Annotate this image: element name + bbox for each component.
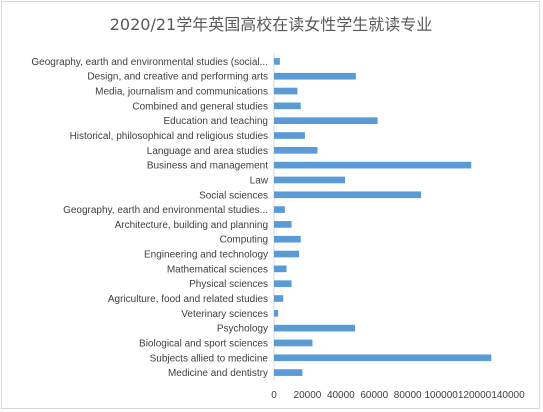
bar xyxy=(274,265,287,273)
bar xyxy=(274,87,298,95)
bar xyxy=(274,132,305,139)
category-label: Historical, philosophical and religious … xyxy=(70,131,268,142)
bar xyxy=(274,72,356,80)
bar xyxy=(274,295,284,302)
category-label: Architecture, building and planning xyxy=(115,220,268,231)
x-tick-label: 20000 xyxy=(294,390,322,401)
category-label: Business and management xyxy=(147,161,268,172)
x-tick-label: 0 xyxy=(271,390,277,401)
category-label: Subjects allied to medicine xyxy=(150,353,269,364)
category-label: Social sciences xyxy=(199,190,268,201)
bar xyxy=(274,191,422,199)
category-label: Combined and general studies xyxy=(132,101,268,112)
bar xyxy=(274,221,292,228)
category-label: Biological and sport sciences xyxy=(139,338,268,349)
category-label: Engineering and technology xyxy=(144,250,268,261)
x-tick-label: 60000 xyxy=(360,390,388,401)
category-label: Mathematical sciences xyxy=(167,264,268,275)
x-tick-label: 140000 xyxy=(491,390,525,401)
bar xyxy=(274,146,318,154)
x-tick-label: 120000 xyxy=(458,390,492,401)
category-label: Education and teaching xyxy=(163,116,268,127)
x-tick-label: 100000 xyxy=(424,390,458,401)
category-label: Geography, earth and environmental studi… xyxy=(63,205,268,216)
category-label: Media, journalism and communications xyxy=(95,87,268,98)
bar xyxy=(274,58,280,65)
category-label: Medicine and dentistry xyxy=(168,368,268,379)
category-label: Psychology xyxy=(217,324,268,335)
category-label: Computing xyxy=(220,235,268,246)
bar xyxy=(274,324,356,332)
bar xyxy=(274,250,300,258)
category-label: Design, and creative and performing arts xyxy=(87,72,268,83)
category-label: Agriculture, food and related studies xyxy=(108,294,268,305)
bar xyxy=(274,206,285,213)
bar xyxy=(274,280,292,288)
bar xyxy=(274,369,303,376)
category-label: Physical sciences xyxy=(189,279,268,290)
x-tick-label: 80000 xyxy=(394,390,422,401)
value-axis-ticks: 0 20000 40000 60000 80000 100000 120000 140000 xyxy=(271,390,525,401)
x-tick-label: 40000 xyxy=(327,390,355,401)
category-label: Language and area studies xyxy=(147,146,268,157)
bar xyxy=(274,102,301,110)
bar xyxy=(274,309,279,317)
category-label: Law xyxy=(250,175,269,186)
bar xyxy=(274,117,378,125)
bar xyxy=(274,339,313,347)
category-label: Geography, earth and environmental studi… xyxy=(31,57,268,68)
bars xyxy=(274,58,492,376)
bar xyxy=(274,354,492,362)
category-labels: Geography, earth and environmental studi… xyxy=(31,57,268,379)
bar xyxy=(274,235,301,243)
category-label: Veterinary sciences xyxy=(181,309,268,320)
bar xyxy=(274,176,346,184)
bar xyxy=(274,161,472,169)
chart-title: 2020/21学年英国高校在读女性学生就读专业 xyxy=(110,15,432,34)
